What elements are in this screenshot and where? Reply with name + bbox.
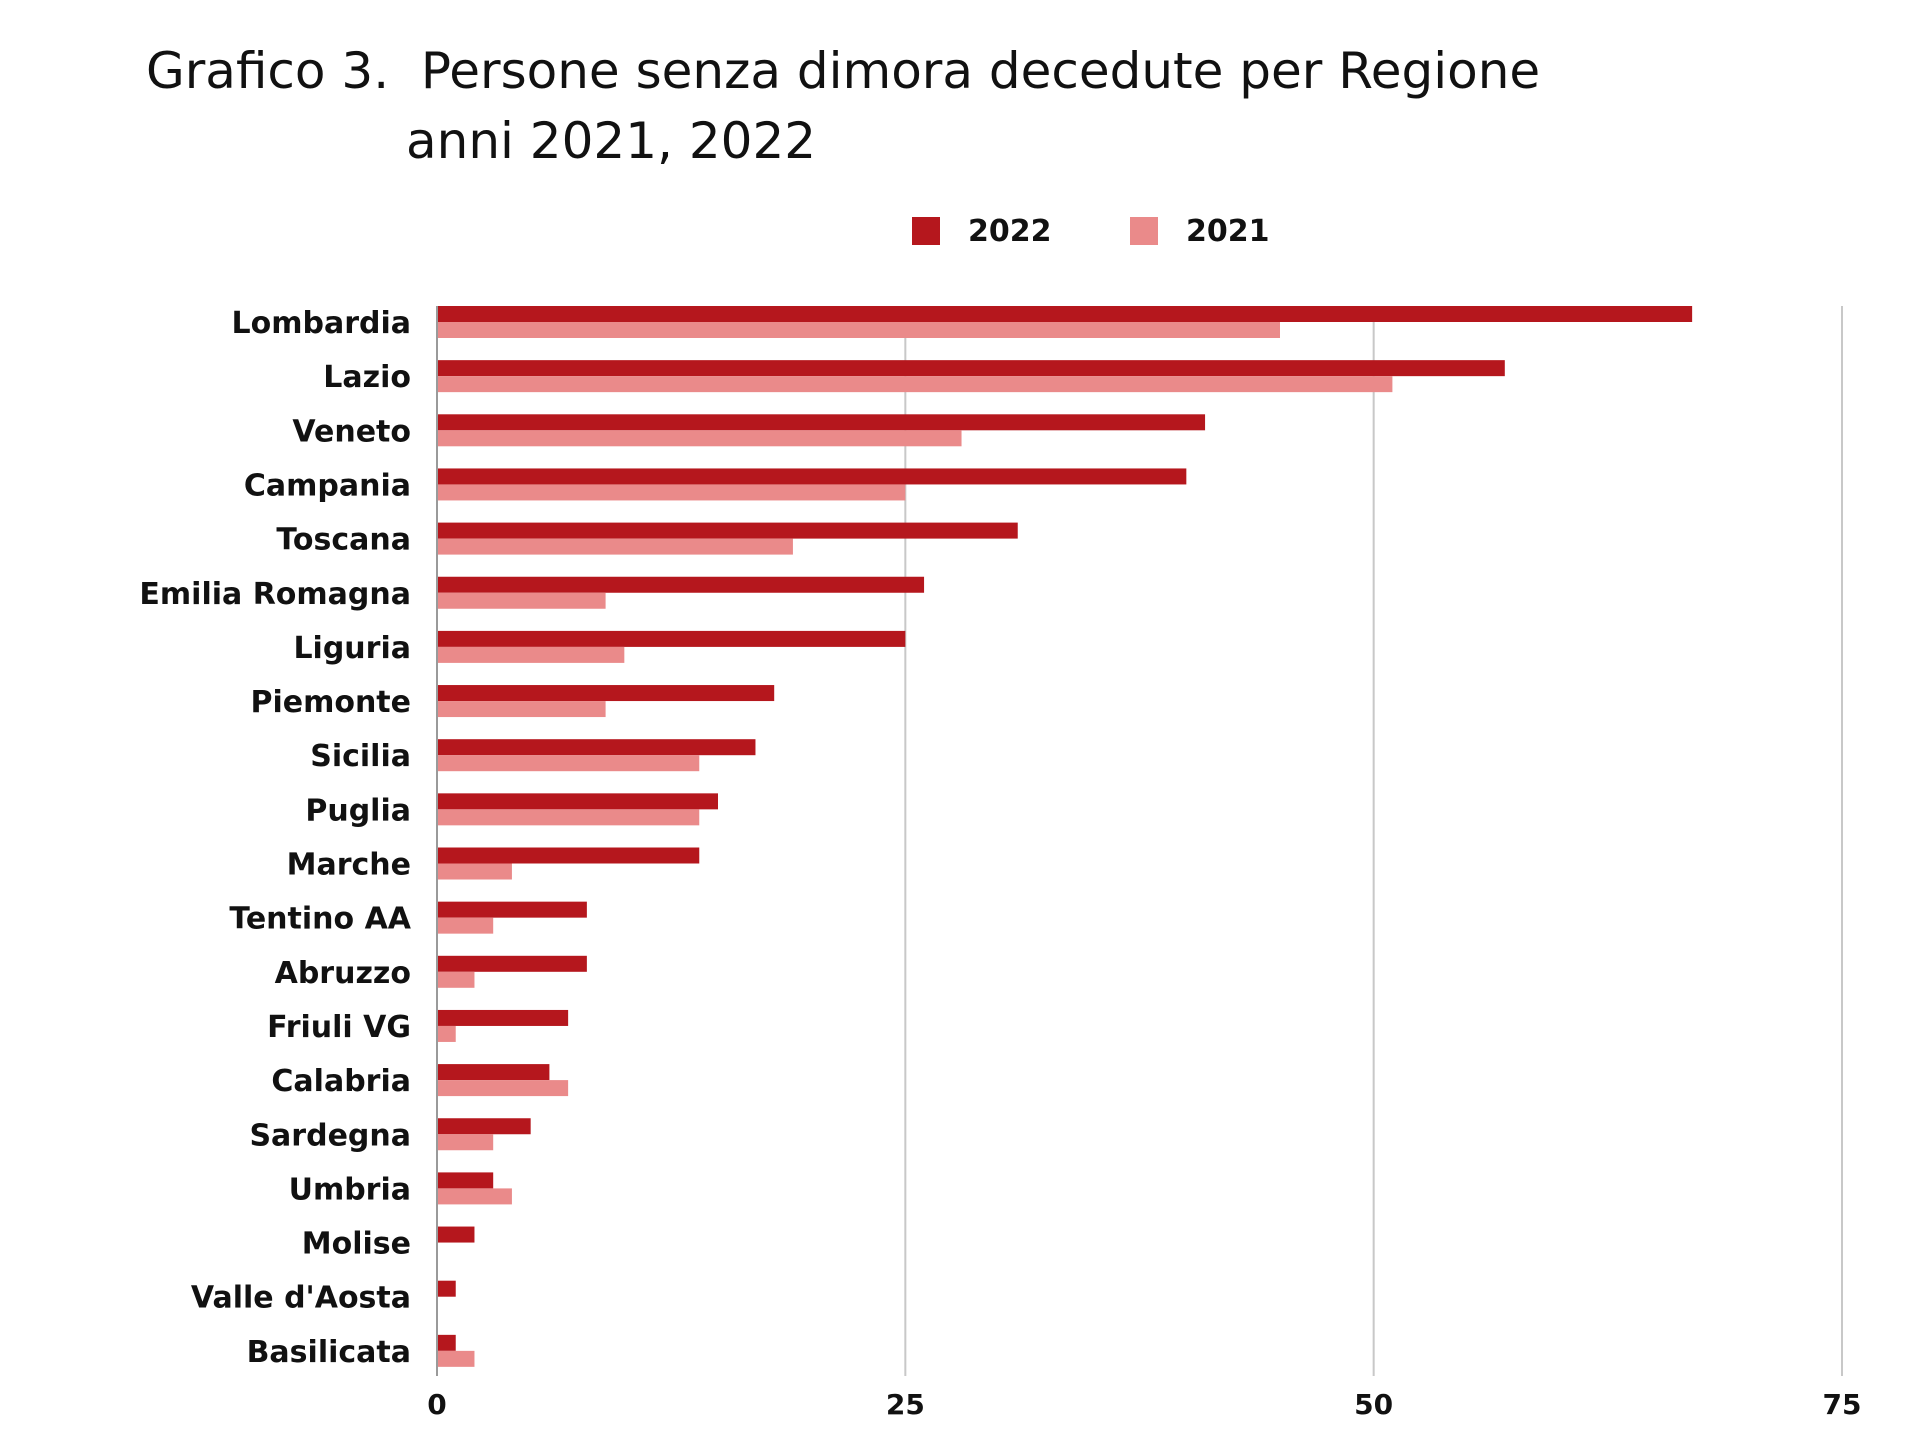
bar-2021-calabria <box>437 1080 569 1097</box>
bar-2022-lazio <box>437 360 1505 377</box>
bar-2021-sicilia <box>437 755 700 772</box>
bar-2021-abruzzo <box>437 971 475 988</box>
bar-2021-piemonte <box>437 701 606 718</box>
chart-title-line-2: anni 2021, 2022 <box>406 112 817 170</box>
bar-2022-marche <box>437 847 700 864</box>
legend-swatch-2022 <box>912 217 940 245</box>
category-label-valle-d-aosta: Valle d'Aosta <box>191 1281 411 1316</box>
category-label-liguria: Liguria <box>293 631 411 666</box>
legend-item-2021: 2021 <box>1130 213 1270 249</box>
category-label-lazio: Lazio <box>323 360 411 395</box>
bar-2022-puglia <box>437 793 718 810</box>
bar-2021-marche <box>437 863 512 880</box>
category-label-friuli-vg: Friuli VG <box>267 1010 411 1045</box>
bar-2022-abruzzo <box>437 955 587 972</box>
category-label-marche: Marche <box>287 848 411 883</box>
legend-label-2022: 2022 <box>968 213 1052 249</box>
bar-2022-veneto <box>437 414 1206 431</box>
bar-2021-friuli-vg <box>437 1025 456 1042</box>
x-tick-label-75: 75 <box>1823 1388 1862 1421</box>
bar-2022-tentino-aa <box>437 901 587 918</box>
bar-2021-puglia <box>437 809 700 826</box>
bar-2021-lombardia <box>437 322 1280 338</box>
bar-2022-calabria <box>437 1064 550 1081</box>
category-label-toscana: Toscana <box>276 523 411 558</box>
bar-2022-piemonte <box>437 685 775 702</box>
bar-2021-toscana <box>437 538 793 555</box>
bar-2022-lombardia <box>437 306 1693 322</box>
x-tick-label-50: 50 <box>1354 1388 1393 1421</box>
category-label-sardegna: Sardegna <box>249 1118 411 1153</box>
x-tick-label-25: 25 <box>886 1388 925 1421</box>
category-label-lombardia: Lombardia <box>231 306 411 341</box>
bar-2021-sardegna <box>437 1134 494 1151</box>
bar-2021-liguria <box>437 646 625 663</box>
category-label-piemonte: Piemonte <box>250 685 411 720</box>
bar-2022-sardegna <box>437 1118 531 1135</box>
category-label-veneto: Veneto <box>292 414 411 449</box>
bar-2022-emilia-romagna <box>437 576 925 593</box>
category-label-calabria: Calabria <box>271 1064 411 1099</box>
x-tick-label-0: 0 <box>427 1388 446 1421</box>
legend-item-2022: 2022 <box>912 213 1052 249</box>
chart-title-line-1: Grafico 3. Persone senza dimora decedute… <box>146 42 1541 100</box>
bar-2022-molise <box>437 1226 475 1243</box>
bar-2022-valle-d-aosta <box>437 1280 456 1297</box>
bar-2022-sicilia <box>437 739 756 756</box>
bar-2021-emilia-romagna <box>437 592 606 609</box>
bar-2021-lazio <box>437 376 1393 393</box>
category-label-sicilia: Sicilia <box>310 739 411 774</box>
bar-2021-veneto <box>437 430 962 447</box>
category-label-abruzzo: Abruzzo <box>275 956 411 991</box>
bar-2022-basilicata <box>437 1334 456 1351</box>
category-label-puglia: Puglia <box>305 793 411 828</box>
bar-2022-umbria <box>437 1172 494 1189</box>
bar-2022-liguria <box>437 630 906 647</box>
bar-2021-umbria <box>437 1188 512 1205</box>
bar-2021-tentino-aa <box>437 917 494 934</box>
legend-label-2021: 2021 <box>1186 213 1270 249</box>
bar-2022-toscana <box>437 522 1018 539</box>
bar-2021-campania <box>437 484 906 501</box>
category-label-tentino-aa: Tentino AA <box>229 902 411 937</box>
legend-swatch-2021 <box>1130 217 1158 245</box>
category-label-campania: Campania <box>244 468 411 503</box>
bar-2022-campania <box>437 468 1187 485</box>
category-label-molise: Molise <box>302 1227 411 1262</box>
bar-2022-friuli-vg <box>437 1009 569 1026</box>
category-label-umbria: Umbria <box>289 1172 411 1207</box>
category-label-emilia-romagna: Emilia Romagna <box>139 577 411 612</box>
category-label-basilicata: Basilicata <box>247 1335 411 1370</box>
bar-2021-basilicata <box>437 1350 475 1367</box>
